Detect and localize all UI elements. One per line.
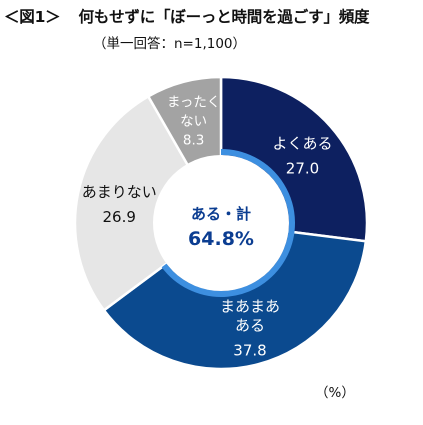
chart-subtitle: （単一回答：n=1,100） [93,36,247,52]
slice-label-3-1: ない [180,114,207,130]
center-layer: ある・計 64.8% [153,149,295,297]
slice-value-0: 27.0 [286,159,319,177]
center-label: ある・計 [191,205,251,223]
slices-layer [73,75,369,371]
unit-label: （%） [315,385,355,401]
center-value: 64.8% [188,228,254,250]
center-hole [153,155,289,291]
slice-value-3: 8.3 [183,133,204,149]
chart-title: ＜図1＞ 何もせずに「ぼーっと時間を過ごす」頻度 [4,5,370,27]
slice-value-1: 37.8 [233,342,266,360]
total-ring [161,149,295,297]
slice-label-1-1: ある [235,317,265,335]
slice-label-0-0: よくある [273,134,333,152]
slice-label-2-0: あまりない [82,183,157,201]
slice-label-1-0: まあまあ [220,298,280,316]
figure-label: ＜図1＞ [4,8,61,26]
slice-value-2: 26.9 [102,208,135,226]
title-main: 何もせずに「ぼーっと時間を過ごす」頻度 [78,8,370,26]
slice-label-3-0: まったく [167,95,220,111]
